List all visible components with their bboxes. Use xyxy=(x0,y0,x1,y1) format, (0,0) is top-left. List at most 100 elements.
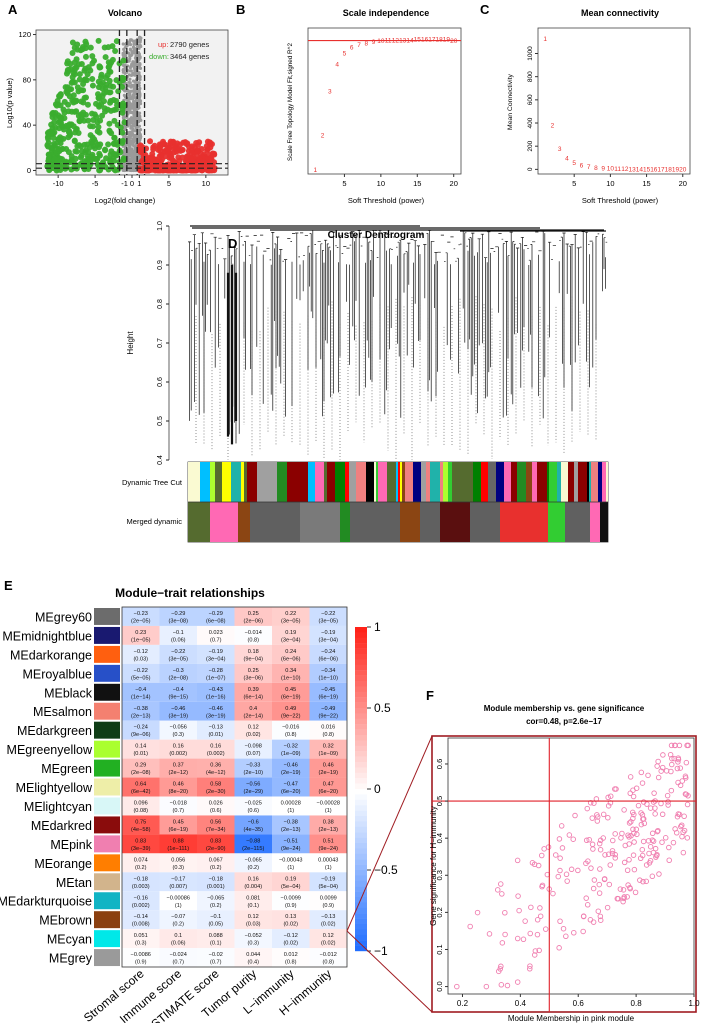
colorbar-segment xyxy=(355,632,367,638)
module-name-label: MEsalmon xyxy=(33,705,92,719)
colorbar-segment xyxy=(355,875,367,881)
volcano-point-down xyxy=(98,71,105,78)
mm-gene-point xyxy=(638,821,645,828)
power-point-label: 5 xyxy=(343,51,347,58)
colorbar-segment xyxy=(355,778,367,784)
module-color-bar xyxy=(459,462,465,502)
colorbar-segment xyxy=(355,724,367,730)
mm-gene-point xyxy=(527,965,533,972)
colorbar-tick-label: 0 xyxy=(374,782,381,796)
volcano-point-down xyxy=(113,38,120,45)
heat-cell xyxy=(234,607,272,626)
volcano-point-down xyxy=(65,149,72,156)
heat-cell xyxy=(272,720,310,740)
volcano-point-ns xyxy=(131,168,136,173)
volcano-point-down xyxy=(101,44,108,51)
mm-gene-point xyxy=(568,866,575,873)
volcano-point-ns xyxy=(130,83,134,87)
module-name-label: MElightcyan xyxy=(24,800,92,814)
volcano-point-down xyxy=(79,148,86,155)
heat-cell-pvalue: (3e−04) xyxy=(319,637,339,643)
heat-cell-pvalue: (3e−05) xyxy=(169,656,189,662)
module-color-bar xyxy=(568,462,574,502)
module-color-bar xyxy=(244,462,247,502)
x-tick-label: 20 xyxy=(679,179,687,188)
volcano-point-down xyxy=(66,128,73,135)
heat-cell-pvalue: (0.02) xyxy=(321,922,336,928)
heat-cell xyxy=(309,853,347,873)
heat-cell xyxy=(309,739,347,759)
heat-cell xyxy=(272,644,310,664)
heat-cell-pvalue: (6e−14) xyxy=(244,694,264,700)
heat-cell xyxy=(272,929,310,949)
heat-cell-cor: 0.24 xyxy=(285,649,296,655)
mm-y-tick-label: 0.4 xyxy=(435,833,444,843)
heat-cell xyxy=(122,739,160,759)
power-point-label: 15 xyxy=(643,167,651,174)
volcano-point-ns xyxy=(135,46,139,50)
volcano-y-tick-label: 120 xyxy=(18,30,31,39)
module-color-bar xyxy=(267,462,277,502)
mm-gene-point xyxy=(586,836,592,843)
power-point-label: 16 xyxy=(421,36,429,43)
heat-cell-cor: 0.044 xyxy=(246,952,260,958)
heat-cell-pvalue: (0.02) xyxy=(246,732,261,738)
heat-cell xyxy=(234,910,272,930)
power-point-label: 19 xyxy=(443,36,451,43)
power-point-label: 3 xyxy=(328,88,332,95)
heat-cell-cor: 0.1 xyxy=(174,933,182,939)
module-color-bar xyxy=(396,462,398,502)
volcano-point-down xyxy=(75,129,82,136)
volcano-point-down xyxy=(116,60,123,67)
mm-gene-point xyxy=(594,814,601,820)
heat-cell-pvalue: (7e−34) xyxy=(206,827,226,833)
volcano-point-ns xyxy=(131,60,135,64)
heat-cell-cor: 0.25 xyxy=(248,668,259,674)
mm-plot-area xyxy=(447,737,695,995)
heat-cell xyxy=(272,739,310,759)
mm-gene-point xyxy=(658,768,664,774)
heat-cell-pvalue: (3e−06) xyxy=(244,675,264,681)
mm-x-tick-label: 0.8 xyxy=(631,999,643,1008)
heat-cell xyxy=(122,796,160,816)
heat-cell xyxy=(309,910,347,930)
legend-down-count: 3464 genes xyxy=(170,52,209,61)
heat-cell xyxy=(159,607,197,626)
dendro-y-tick-label: 0.7 xyxy=(157,338,164,348)
module-name-label: MEdarkred xyxy=(31,819,92,833)
heat-cell-pvalue: (2e−13) xyxy=(281,827,301,833)
mm-gene-point xyxy=(558,823,565,829)
volcano-point-ns xyxy=(133,129,137,133)
mm-gene-point xyxy=(652,805,658,811)
mm-gene-point xyxy=(631,866,638,873)
heat-cell xyxy=(159,872,197,892)
mm-gene-point xyxy=(666,857,672,864)
volcano-point-down xyxy=(96,63,103,70)
volcano-point-up xyxy=(163,164,170,171)
mm-gene-point xyxy=(502,910,508,916)
heatmap-colorbar: 1 0.5 0 −0.5 −1 xyxy=(355,620,398,958)
heat-cell-pvalue: (3e−39) xyxy=(131,846,151,852)
mm-gene-point xyxy=(675,779,681,786)
mm-gene-point xyxy=(675,755,682,761)
heat-cell-cor: −0.24 xyxy=(321,649,335,655)
volcano-point-down xyxy=(48,121,55,128)
heat-cell-cor: −0.00028 xyxy=(317,801,341,807)
heat-cell-cor: −0.88 xyxy=(246,838,260,844)
volcano-point-ns xyxy=(126,107,130,111)
heat-cell-pvalue: (4e−12) xyxy=(206,770,226,776)
colorbar-segment xyxy=(355,886,367,892)
mm-gene-point xyxy=(670,839,677,846)
mm-gene-point xyxy=(498,982,505,988)
heat-cell-cor: −0.4 xyxy=(135,687,146,693)
volcano-point-down xyxy=(91,155,98,162)
volcano-point-ns xyxy=(131,123,135,127)
volcano-point-down xyxy=(83,94,90,101)
mm-gene-point xyxy=(612,786,618,792)
mm-gene-point xyxy=(531,952,538,958)
heat-cell-cor: 0.4 xyxy=(249,706,257,712)
dendro-y-tick-label: 0.9 xyxy=(157,260,164,270)
volcano-point-down xyxy=(66,93,73,100)
heat-cell-cor: −0.45 xyxy=(321,687,335,693)
heat-cell xyxy=(272,682,310,702)
